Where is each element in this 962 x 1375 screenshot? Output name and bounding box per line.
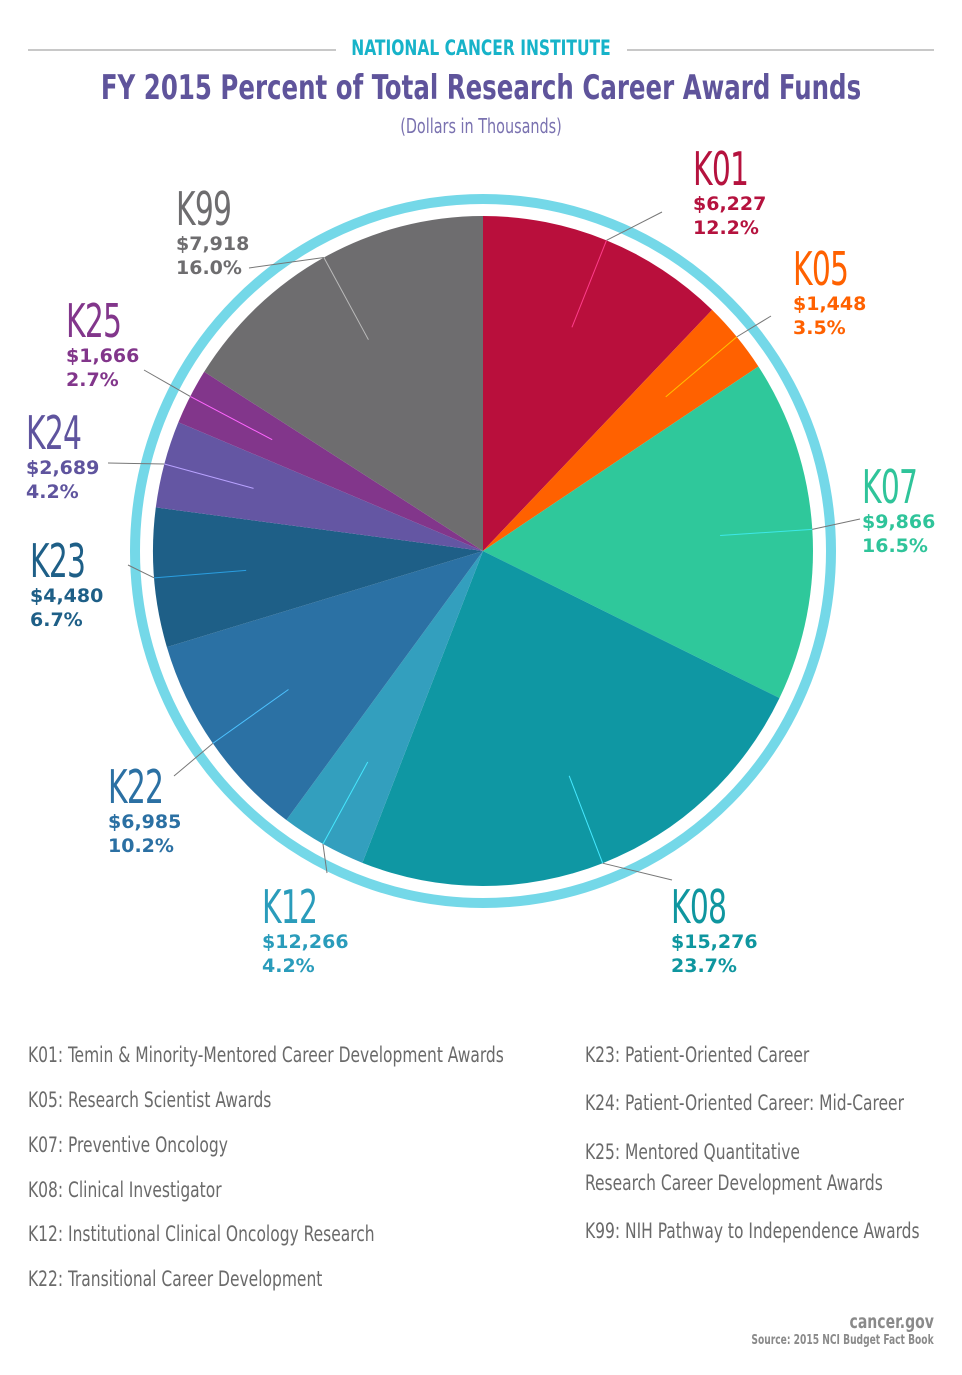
chart-title: FY 2015 Percent of Total Research Career… xyxy=(100,68,862,108)
legend-item-K08: K08: Clinical Investigator xyxy=(28,1178,222,1202)
leader-inner-K05 xyxy=(665,336,738,398)
slice-amount: $7,918 xyxy=(176,233,250,255)
leader-inner-K23 xyxy=(154,569,247,579)
leader-inner-K24 xyxy=(164,463,254,489)
leader-inner-K25 xyxy=(189,395,273,441)
pie-slice-K25 xyxy=(178,371,484,551)
slice-amount: $1,666 xyxy=(66,345,140,367)
slice-code: K01 xyxy=(693,142,749,196)
leader-outer-K01 xyxy=(606,211,663,241)
pie-slice-K12 xyxy=(286,551,483,863)
slice-percent: 4.2% xyxy=(262,955,315,977)
slice-percent: 12.2% xyxy=(693,217,759,239)
slice-percent: 10.2% xyxy=(108,835,174,857)
slice-percent: 23.7% xyxy=(671,955,737,977)
leader-outer-K12 xyxy=(322,843,328,874)
slice-percent: 3.5% xyxy=(793,317,846,339)
label-K08: K08 $15,276 23.7% xyxy=(671,884,758,978)
legend-item-K05: K05: Research Scientist Awards xyxy=(28,1088,272,1112)
pie-chart xyxy=(107,194,861,908)
organization-name: NATIONAL CANCER INSTITUTE xyxy=(351,36,611,60)
leader-outer-K08 xyxy=(602,862,673,881)
leader-inner-K07 xyxy=(720,528,813,536)
leader-outer-K05 xyxy=(736,315,772,338)
pie-slice-K05 xyxy=(483,309,759,551)
leader-outer-K22 xyxy=(173,742,214,777)
slice-percent: 2.7% xyxy=(66,369,119,391)
pie-outer-ring xyxy=(130,194,836,908)
leader-outer-K24 xyxy=(107,462,165,465)
slice-code: K08 xyxy=(671,880,727,934)
slice-amount: $12,266 xyxy=(262,931,349,953)
leader-inner-K22 xyxy=(212,689,289,744)
slice-code: K23 xyxy=(30,534,86,588)
slice-code: K24 xyxy=(26,406,82,460)
leader-inner-K08 xyxy=(568,775,604,864)
leader-outer-K99 xyxy=(248,257,324,269)
slice-percent: 16.5% xyxy=(862,535,928,557)
label-K05: K05 $1,448 3.5% xyxy=(793,246,870,340)
leader-inner-K99 xyxy=(323,257,369,340)
pie-slice-K22 xyxy=(166,551,483,821)
label-K07: K07 $9,866 16.5% xyxy=(862,464,939,558)
site-credit: cancer.gov xyxy=(849,1311,934,1333)
legend-item-K07: K07: Preventive Oncology xyxy=(28,1133,228,1157)
legend-item-K23: K23: Patient-Oriented Career xyxy=(585,1043,810,1067)
legend-item-K25-cont: Research Career Development Awards xyxy=(585,1171,883,1195)
label-K22: K22 $6,985 10.2% xyxy=(108,764,185,858)
slice-amount: $4,480 xyxy=(30,585,104,607)
legend-item-K01: K01: Temin & Minority-Mentored Career De… xyxy=(28,1043,504,1067)
slice-amount: $15,276 xyxy=(671,931,758,953)
legend-item-K22: K22: Transitional Career Development xyxy=(28,1267,323,1291)
slice-code: K05 xyxy=(793,242,849,296)
slice-code: K12 xyxy=(262,880,318,934)
slice-percent: 4.2% xyxy=(26,481,79,503)
pie-slice-K01 xyxy=(483,216,713,551)
slice-code: K07 xyxy=(862,460,918,514)
slice-amount: $2,689 xyxy=(26,457,100,479)
slice-amount: $9,866 xyxy=(862,511,936,533)
legend-item-K24: K24: Patient-Oriented Career: Mid-Career xyxy=(585,1091,904,1115)
legend-item-K12: K12: Institutional Clinical Oncology Res… xyxy=(28,1222,375,1246)
slice-code: K25 xyxy=(66,294,122,348)
slice-percent: 16.0% xyxy=(176,257,242,279)
source-note: Source: 2015 NCI Budget Fact Book xyxy=(751,1333,934,1348)
label-K12: K12 $12,266 4.2% xyxy=(262,884,349,978)
legend-item-K99: K99: NIH Pathway to Independence Awards xyxy=(585,1219,920,1243)
pie-slice-K08 xyxy=(362,551,780,886)
pie-slice-K07 xyxy=(483,366,813,699)
legend-item-K25: K25: Mentored Quantitative xyxy=(585,1140,800,1164)
pie-slice-K99 xyxy=(204,216,484,551)
slice-amount: $6,227 xyxy=(693,193,767,215)
label-K23: K23 $4,480 6.7% xyxy=(30,538,107,632)
label-K24: K24 $2,689 4.2% xyxy=(26,410,103,504)
slice-code: K99 xyxy=(176,182,232,236)
slice-amount: $6,985 xyxy=(108,811,182,833)
leader-inner-K12 xyxy=(322,761,369,845)
label-K99: K99 $7,918 16.0% xyxy=(176,186,253,280)
header-rule-left xyxy=(28,49,336,51)
pie-slice-K23 xyxy=(153,507,483,648)
label-K01: K01 $6,227 12.2% xyxy=(693,146,770,240)
slice-code: K22 xyxy=(108,760,164,814)
leader-outer-K07 xyxy=(812,518,861,530)
pie-slice-K24 xyxy=(155,422,484,551)
slice-percent: 6.7% xyxy=(30,609,83,631)
slice-amount: $1,448 xyxy=(793,293,867,315)
leader-inner-K01 xyxy=(571,240,607,328)
label-K25: K25 $1,666 2.7% xyxy=(66,298,143,392)
leader-outer-K23 xyxy=(127,564,155,579)
leader-outer-K25 xyxy=(143,369,191,397)
chart-subtitle: (Dollars in Thousands) xyxy=(400,114,562,138)
header-rule-right xyxy=(627,49,934,51)
